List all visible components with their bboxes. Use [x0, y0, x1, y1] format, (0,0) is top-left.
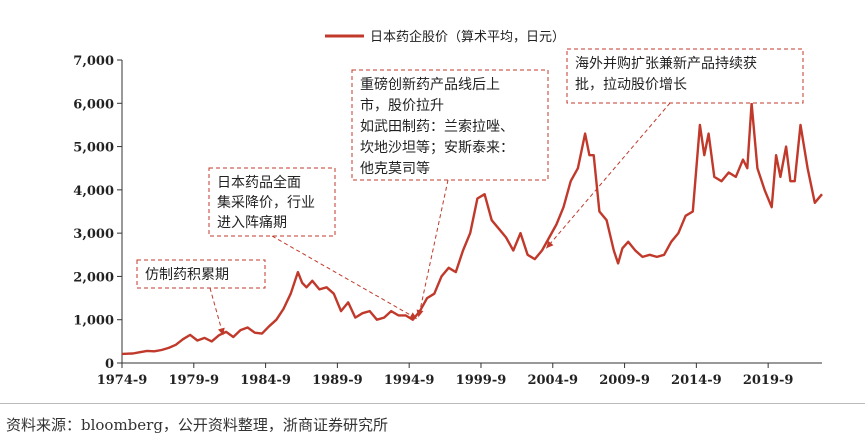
- annotation-arrowhead: [409, 312, 418, 319]
- y-tick-label: 3,000: [73, 227, 114, 242]
- footer-divider: [0, 403, 865, 404]
- source-note: 资料来源：bloomberg，公开资料整理，浙商证券研究所: [6, 416, 388, 434]
- x-tick-label: 1979-9: [168, 373, 219, 388]
- y-axis: 0 1,000 2,000 3,000 4,000 5,000 6,000 7,000: [73, 54, 123, 372]
- annotation-leader: [418, 179, 449, 318]
- chart-legend: 日本药企股价（算术平均，日元）: [325, 29, 565, 45]
- legend-label: 日本药企股价（算术平均，日元）: [370, 29, 565, 45]
- annotation-arrowhead: [546, 240, 554, 249]
- annotation-box: [208, 167, 336, 237]
- y-tick-label: 0: [105, 357, 114, 372]
- annotation-text: 坎地沙坦等；安斯泰来：: [360, 139, 514, 156]
- annotation-leader: [545, 102, 671, 249]
- annotation-box: [136, 259, 266, 289]
- y-tick-label: 5,000: [73, 141, 114, 156]
- annotation-text: 集采降价，行业: [217, 194, 315, 211]
- annotation-arrowhead: [217, 327, 225, 336]
- x-tick-label: 2019-9: [743, 373, 794, 388]
- annotation-text: 日本药品全面: [217, 174, 301, 191]
- y-tick-label: 2,000: [73, 270, 114, 285]
- y-tick-label: 6,000: [73, 97, 114, 112]
- y-tick-label: 4,000: [73, 184, 114, 199]
- annotation-arrowhead: [416, 309, 424, 318]
- x-tick-label: 1994-9: [384, 373, 435, 388]
- x-tick-label: 1989-9: [312, 373, 363, 388]
- annotation-text: 重磅创新药产品线后上: [360, 76, 500, 93]
- annotation-text: 进入阵痛期: [217, 214, 287, 231]
- x-tick-label: 2014-9: [671, 373, 722, 388]
- series-line: [121, 102, 823, 356]
- annotation-text: 他克莫司等: [360, 160, 430, 177]
- y-tick-label: 7,000: [73, 54, 114, 69]
- series-layer: [121, 102, 823, 356]
- x-tick-label: 2009-9: [599, 373, 650, 388]
- x-tick-label: 2004-9: [527, 373, 578, 388]
- x-axis: 1974-9 1979-9 1984-9 1989-9 1994-9 1999-9 2004…: [97, 362, 822, 388]
- annotation-box: [566, 48, 804, 104]
- x-tick-label: 1974-9: [97, 373, 148, 388]
- y-tick-label: 1,000: [73, 314, 114, 329]
- annotation-text: 仿制药积累期: [145, 267, 229, 283]
- annotation-leader: [209, 287, 224, 336]
- annotation-box: [351, 69, 549, 181]
- annotation-text: 批，拉动股价增长: [575, 77, 687, 93]
- annotation-text: 海外并购扩张兼新产品持续获: [575, 55, 757, 72]
- x-tick-label: 1999-9: [456, 373, 507, 388]
- x-tick-label: 1984-9: [240, 373, 291, 388]
- annotation-text: 如武田制药：兰索拉唑、: [360, 118, 514, 135]
- annotation-text: 市，股价拉升: [360, 97, 444, 114]
